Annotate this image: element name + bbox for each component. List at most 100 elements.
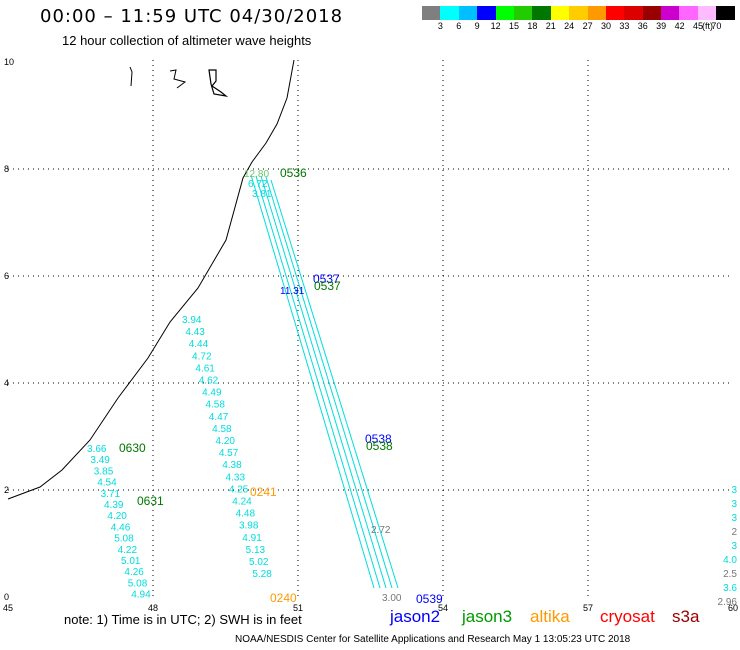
longitude-tick-label: 57 <box>583 603 593 613</box>
wave-height-value: 3 <box>731 485 737 496</box>
color-swatch <box>642 6 662 20</box>
wave-height-value: 4.58 <box>212 424 232 435</box>
wave-height-value: 4.54 <box>97 478 117 489</box>
wave-height-value: 4.91 <box>242 533 262 544</box>
map-title: 00:00 – 11:59 UTC 04/30/2018 <box>40 6 344 27</box>
wave-height-value: 5.01 <box>121 556 141 567</box>
wave-height-value: 3.81 <box>252 189 272 200</box>
color-swatch <box>661 6 680 20</box>
color-swatch <box>495 6 514 20</box>
latitude-tick-label: 2 <box>4 485 9 495</box>
wave-height-value: 4.48 <box>236 509 256 520</box>
color-swatch <box>697 6 717 20</box>
wave-height-value: 4.43 <box>185 327 205 338</box>
wave-height-value: 5.13 <box>246 545 266 556</box>
satellite-legend-item: jason2 <box>390 607 441 626</box>
wave-height-value: 11.31 <box>280 286 305 297</box>
color-scale-label: 18 <box>527 21 538 31</box>
color-swatch <box>440 6 459 20</box>
latitude-tick-label: 0 <box>4 592 9 602</box>
longitude-tick-label: 60 <box>728 603 738 613</box>
wave-height-value: 4.72 <box>192 351 212 362</box>
wave-height-value: 2 <box>731 527 737 538</box>
satellite-ground-track <box>250 174 399 589</box>
wave-height-value: 3.6 <box>723 583 737 594</box>
color-scale-label: 36 <box>637 21 648 31</box>
satellite-legend-item: altika <box>530 607 570 626</box>
wave-height-value: 3 <box>731 499 737 510</box>
color-scale-label: 3 <box>437 21 443 31</box>
longitude-tick-label: 48 <box>148 603 158 613</box>
wave-height-value: 3.98 <box>239 521 259 532</box>
latitude-tick-label: 10 <box>4 57 14 67</box>
color-scale-label: 21 <box>545 21 556 31</box>
wave-height-value: 3.66 <box>87 444 107 455</box>
wave-height-value: 4.62 <box>199 376 219 387</box>
wave-height-value: 3.00 <box>382 593 402 604</box>
pass-time-label: 0538 <box>365 432 392 446</box>
wave-height-value: 4.47 <box>209 412 229 423</box>
wave-height-value: 2.96 <box>718 597 738 608</box>
wave-height-value: 3.71 <box>101 489 121 500</box>
wave-height-value: 4.46 <box>111 522 131 533</box>
latitude-tick-label: 6 <box>4 271 9 281</box>
pass-time-label: 0536 <box>280 166 307 180</box>
wave-height-value: 3.85 <box>94 466 114 477</box>
color-swatch <box>605 6 625 20</box>
color-scale-label: 42 <box>674 21 685 31</box>
wave-height-value: 4.39 <box>104 500 124 511</box>
wave-height-value: 4.24 <box>232 497 252 508</box>
wave-height-value: 4.94 <box>131 590 151 601</box>
wave-height-value: 5.28 <box>252 569 272 580</box>
color-swatch <box>532 6 551 20</box>
wave-height-value: 3.94 <box>182 315 202 326</box>
pass-time-label: 0537 <box>313 272 340 286</box>
color-scale-label: 33 <box>619 21 630 31</box>
wave-height-value: 4.26 <box>124 567 144 578</box>
color-scale-label: 39 <box>656 21 667 31</box>
color-scale-label: 24 <box>564 21 575 31</box>
color-swatch <box>513 6 533 20</box>
longitude-tick-label: 45 <box>3 603 13 613</box>
longitude-tick-label: 51 <box>293 603 303 613</box>
color-scale-label: 45 <box>692 21 703 31</box>
coastline <box>7 59 295 500</box>
pass-time-label: 0538 <box>366 439 393 453</box>
satellite-legend-item: jason3 <box>462 607 513 626</box>
wave-height-value: 3 <box>731 541 737 552</box>
island-1 <box>129 66 133 87</box>
wave-height-value: 12.80 <box>244 169 269 180</box>
pass-time-label: 0630 <box>119 441 146 455</box>
color-swatch <box>550 6 570 20</box>
color-scale-label: 12 <box>490 21 501 31</box>
wave-height-value: 4.61 <box>195 363 215 374</box>
color-swatch <box>587 6 606 20</box>
color-swatch <box>458 6 478 20</box>
wave-height-value: 4.44 <box>189 339 209 350</box>
map-subtitle: 12 hour collection of altimeter wave hei… <box>62 33 312 48</box>
wave-height-value: 4.0 <box>723 555 737 566</box>
pass-time-label: 0537 <box>314 279 341 293</box>
credit-line: NOAA/NESDIS Center for Satellite Applica… <box>235 634 631 645</box>
color-scale-label: 15 <box>508 21 519 31</box>
unit-label: (ft) <box>702 21 713 31</box>
island-2 <box>169 69 187 89</box>
wave-height-value: 3 <box>731 513 737 524</box>
wave-height-value: 2.5 <box>723 569 737 580</box>
color-scale-label: 9 <box>474 21 480 31</box>
pass-time-label: 0631 <box>137 494 164 508</box>
wave-height-value: 6.72 <box>248 179 268 190</box>
wave-height-value: 4.20 <box>216 436 236 447</box>
wave-height-color-scale <box>422 6 735 20</box>
color-swatch <box>422 6 441 20</box>
wave-height-value: 4.58 <box>205 400 225 411</box>
color-scale-label: 30 <box>600 21 611 31</box>
wave-height-value: 4.49 <box>202 388 222 399</box>
color-swatch <box>716 6 735 20</box>
wave-height-readings: 3.663.493.854.543.714.394.204.465.084.22… <box>87 169 737 608</box>
wave-height-value: 4.22 <box>118 545 138 556</box>
wave-height-value: 4.38 <box>222 460 242 471</box>
wave-height-value: 5.02 <box>249 557 269 568</box>
longitude-tick-label: 54 <box>438 603 448 613</box>
